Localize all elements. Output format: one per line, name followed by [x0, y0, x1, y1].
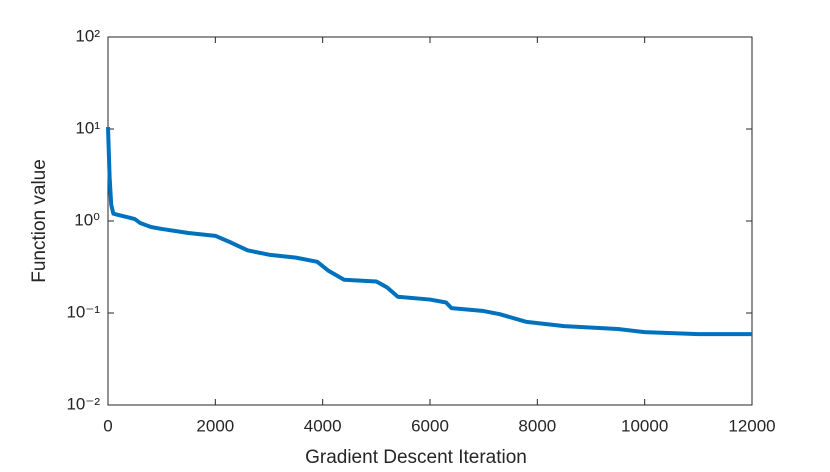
- x-tick-label: 6000: [411, 416, 449, 435]
- x-tick-label: 4000: [304, 416, 342, 435]
- x-tick-label: 0: [103, 416, 112, 435]
- x-axis-label: Gradient Descent Iteration: [305, 447, 527, 468]
- y-tick-label: 10⁻²: [66, 394, 100, 413]
- y-tick-label: 10¹: [75, 118, 100, 137]
- x-tick-label: 10000: [621, 416, 668, 435]
- plot-box: [107, 36, 753, 406]
- x-tick-label: 12000: [728, 416, 775, 435]
- y-tick-label: 10⁰: [74, 210, 100, 229]
- y-tick-label: 10²: [75, 26, 100, 45]
- x-tick-label: 2000: [196, 416, 234, 435]
- x-tick-label: 8000: [518, 416, 556, 435]
- data-line: [106, 126, 752, 337]
- y-tick-label: 10⁻¹: [66, 302, 100, 321]
- y-axis-label: Function value: [29, 159, 50, 283]
